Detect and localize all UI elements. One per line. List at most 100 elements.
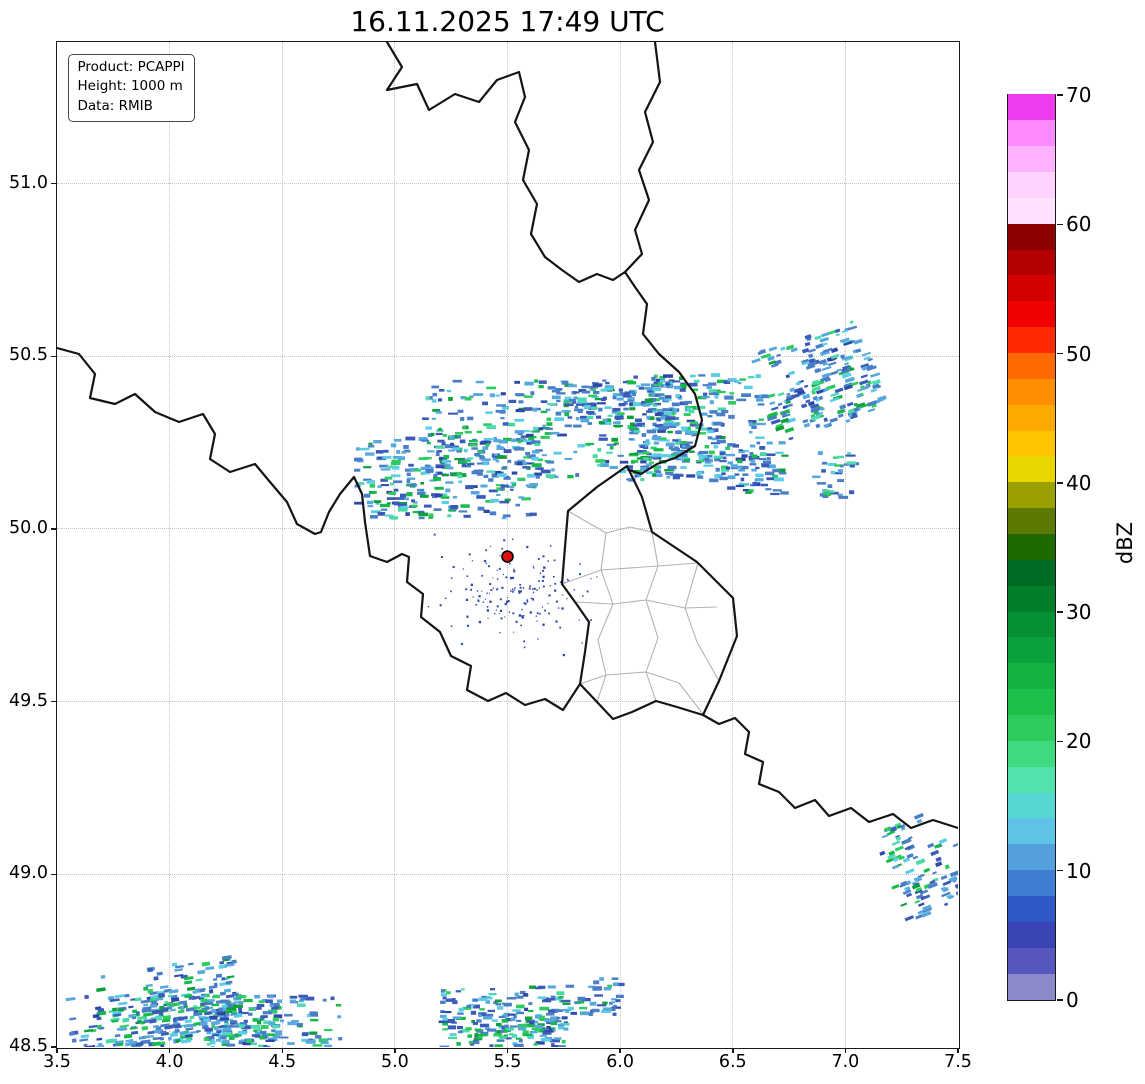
luxembourg-border xyxy=(560,464,738,720)
x-tick-mark xyxy=(957,1047,959,1053)
y-tick-label: 50.0 xyxy=(9,517,48,538)
colorbar-segment-17 xyxy=(1007,534,1055,560)
colorbar-segment-32 xyxy=(1007,146,1055,172)
colorbar-segment-12 xyxy=(1007,663,1055,690)
colorbar-segment-15 xyxy=(1007,585,1055,612)
colorbar-tick-mark xyxy=(1056,611,1063,613)
y-tick-mark xyxy=(50,182,56,185)
colorbar-segment-21 xyxy=(1007,430,1055,457)
x-tick-mark xyxy=(394,1047,396,1053)
gridline-vertical xyxy=(394,41,396,1048)
x-tick-label: 5.0 xyxy=(380,1052,409,1072)
x-tick-label: 5.5 xyxy=(493,1052,522,1072)
gridline-vertical xyxy=(619,41,621,1048)
radar-site-marker xyxy=(500,549,514,563)
echo-region-radar-clutter xyxy=(427,533,598,656)
x-tick-mark xyxy=(844,1047,847,1053)
colorbar-segment-34 xyxy=(1007,94,1055,121)
x-tick-mark xyxy=(281,1047,283,1053)
radar-echo-layer xyxy=(64,319,958,1047)
colorbar-tick-mark xyxy=(1056,482,1063,484)
echo-region-band-west xyxy=(353,434,538,520)
y-tick-mark xyxy=(50,355,56,358)
x-tick-label: 4.5 xyxy=(268,1052,297,1072)
district-borders xyxy=(561,510,719,714)
y-tick-label: 49.5 xyxy=(9,690,48,711)
colorbar-segment-11 xyxy=(1007,689,1055,716)
x-tick-label: 3.5 xyxy=(43,1052,71,1072)
echo-region-south-east-edge xyxy=(878,812,958,921)
echo-region-south-center-b xyxy=(545,976,625,1021)
colorbar-segment-24 xyxy=(1007,353,1055,379)
echo-region-band-northeast xyxy=(750,319,887,440)
colorbar-segment-2 xyxy=(1007,921,1055,948)
echo-region-south-center-a xyxy=(438,985,570,1047)
country-borders xyxy=(56,41,958,829)
info-product: Product: PCAPPI xyxy=(77,58,185,75)
gridline-vertical xyxy=(169,41,171,1048)
colorbar-tick-label: 20 xyxy=(1066,729,1092,754)
colorbar-segment-33 xyxy=(1007,120,1055,147)
gridline-horizontal xyxy=(56,528,959,530)
colorbar-segment-25 xyxy=(1007,327,1055,354)
info-height: Height: 1000 m xyxy=(77,78,183,95)
gridline-vertical xyxy=(281,41,283,1048)
colorbar-segment-31 xyxy=(1007,172,1055,198)
colorbar-segment-3 xyxy=(1007,896,1055,922)
y-tick-label: 48.5 xyxy=(9,1036,48,1056)
x-tick-label: 6.5 xyxy=(718,1052,747,1072)
y-tick-mark xyxy=(50,700,56,703)
colorbar-segment-23 xyxy=(1007,378,1055,405)
echo-region-south-west-b xyxy=(197,994,342,1047)
gridline-horizontal xyxy=(56,701,959,703)
colorbar-segment-10 xyxy=(1007,715,1055,741)
colorbar-segment-6 xyxy=(1007,818,1055,845)
map-plot: Product: PCAPPI Height: 1000 m Data: RMI… xyxy=(55,40,960,1049)
colorbar-tick-label: 0 xyxy=(1066,988,1079,1012)
x-tick-mark xyxy=(619,1047,621,1053)
colorbar-segment-28 xyxy=(1007,249,1055,276)
x-tick-label: 4.0 xyxy=(155,1052,184,1072)
colorbar-segment-30 xyxy=(1007,197,1055,224)
colorbar-tick-label: 70 xyxy=(1066,83,1092,107)
echo-region-patch-east-b xyxy=(811,450,859,499)
map-canvas xyxy=(56,41,958,1047)
colorbar-segment-0 xyxy=(1007,973,1055,1000)
y-tick-mark xyxy=(50,1046,56,1048)
y-tick-mark xyxy=(50,873,56,876)
colorbar-tick-mark xyxy=(1056,999,1063,1001)
colorbar-tick-mark xyxy=(1056,869,1063,872)
colorbar-segment-19 xyxy=(1007,482,1055,509)
info-box: Product: PCAPPI Height: 1000 m Data: RMI… xyxy=(67,53,195,123)
x-tick-mark xyxy=(732,1047,734,1053)
colorbar-label: dBZ xyxy=(1113,521,1137,565)
colorbar-tick-label: 10 xyxy=(1066,858,1092,883)
grid-layer xyxy=(56,41,959,1048)
colorbar-tick-mark xyxy=(1056,740,1063,743)
colorbar-segment-13 xyxy=(1007,637,1055,664)
gridline-horizontal xyxy=(56,873,959,875)
colorbar-segment-4 xyxy=(1007,870,1055,897)
colorbar-tick-label: 30 xyxy=(1066,600,1092,625)
colorbar-segment-29 xyxy=(1007,223,1055,250)
colorbar-segment-5 xyxy=(1007,844,1055,871)
x-tick-mark xyxy=(168,1047,171,1053)
colorbar-segment-27 xyxy=(1007,275,1055,302)
colorbar-tick-mark xyxy=(1056,352,1063,355)
gridline-horizontal xyxy=(56,183,959,185)
colorbar-segment-14 xyxy=(1007,611,1055,638)
y-tick-label: 49.0 xyxy=(9,863,48,884)
gridline-horizontal xyxy=(56,355,959,357)
colorbar-tick-label: 40 xyxy=(1066,470,1092,495)
colorbar-segment-22 xyxy=(1007,404,1055,431)
colorbar-tick-label: 60 xyxy=(1066,212,1092,237)
gridline-vertical xyxy=(732,41,734,1048)
colorbar-segment-7 xyxy=(1007,792,1055,819)
colorbar-segment-20 xyxy=(1007,456,1055,483)
colorbar-segment-9 xyxy=(1007,740,1055,767)
colorbar-segment-16 xyxy=(1007,559,1055,586)
info-source: Data: RMIB xyxy=(77,97,153,114)
gridline-vertical xyxy=(844,41,846,1048)
y-tick-mark xyxy=(50,528,56,530)
